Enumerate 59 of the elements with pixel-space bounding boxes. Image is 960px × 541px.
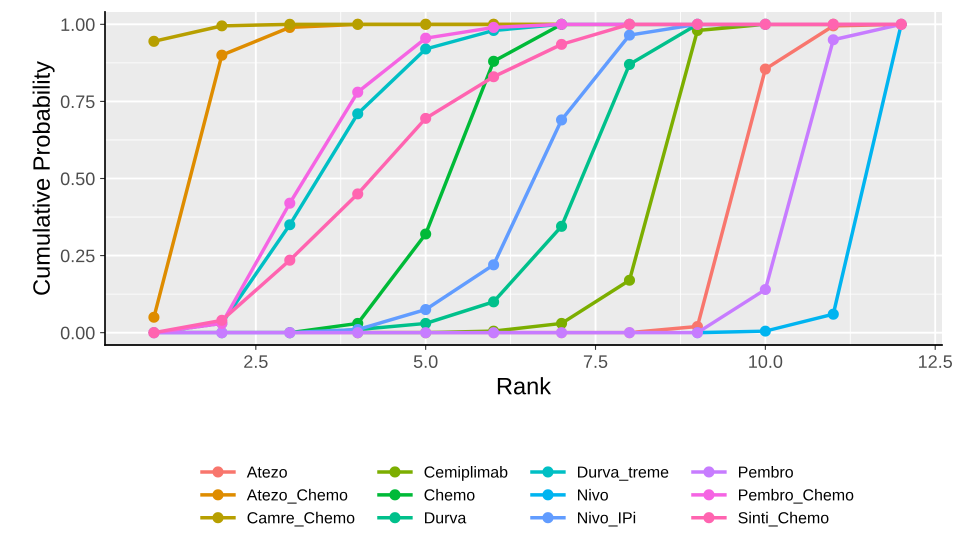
point xyxy=(148,312,160,323)
point xyxy=(284,219,296,230)
point xyxy=(488,22,500,33)
point xyxy=(760,284,771,296)
legend-label: Nivo_IPi xyxy=(578,512,636,526)
point xyxy=(624,30,636,41)
point xyxy=(828,308,839,320)
legend-label: Sinti_Chemo xyxy=(738,512,828,526)
point xyxy=(284,18,296,30)
point xyxy=(624,58,636,70)
point xyxy=(284,198,296,209)
y-tick-label: 0.25 xyxy=(60,250,95,262)
point xyxy=(556,38,568,50)
legend-label: Atezo_Chemo xyxy=(246,488,348,504)
point xyxy=(284,254,296,266)
point xyxy=(488,296,500,308)
point xyxy=(828,34,839,46)
point xyxy=(148,36,160,47)
point xyxy=(420,32,432,44)
x-axis-title: Rank xyxy=(498,377,552,394)
x-tick-label: 10.0 xyxy=(749,355,782,368)
legend-label: Pembro_Chemo xyxy=(739,488,854,504)
point xyxy=(216,314,228,326)
legend-label: Atezo xyxy=(246,466,287,478)
x-tick-label: 2.5 xyxy=(244,355,268,368)
point xyxy=(760,326,771,337)
legend-label: Cemiplimab xyxy=(424,466,508,481)
x-tick-label: 5.0 xyxy=(414,355,438,368)
x-tick-label: 12.5 xyxy=(919,355,952,368)
point xyxy=(556,220,568,232)
point xyxy=(488,259,500,270)
point xyxy=(352,188,364,200)
legend-label: Chemo xyxy=(424,488,475,501)
point xyxy=(216,20,228,32)
legend-label: Durva xyxy=(425,512,466,524)
y-tick-label: 1.00 xyxy=(62,18,95,32)
x-tick-label: 7.5 xyxy=(584,355,608,368)
point xyxy=(488,56,500,67)
legend-label: Camre_Chemo xyxy=(248,512,354,526)
y-tick-label: 0.75 xyxy=(60,95,95,108)
point xyxy=(420,304,432,316)
point xyxy=(760,63,771,75)
point xyxy=(556,114,568,126)
legend-label: Durva_treme xyxy=(578,466,668,481)
point xyxy=(624,274,636,286)
legend-label: Nivo xyxy=(578,488,608,501)
point xyxy=(420,228,432,240)
y-axis-title: Cumulative Probability xyxy=(32,61,55,295)
point xyxy=(216,50,228,61)
legend-label: Pembro xyxy=(739,466,793,478)
y-tick-label: 0.50 xyxy=(60,172,95,186)
point xyxy=(352,86,364,98)
y-tick-label: 0.00 xyxy=(60,326,95,340)
point xyxy=(420,318,432,329)
point xyxy=(420,43,432,55)
point xyxy=(352,108,364,120)
point xyxy=(556,318,568,329)
point xyxy=(420,112,432,124)
point xyxy=(488,71,500,82)
